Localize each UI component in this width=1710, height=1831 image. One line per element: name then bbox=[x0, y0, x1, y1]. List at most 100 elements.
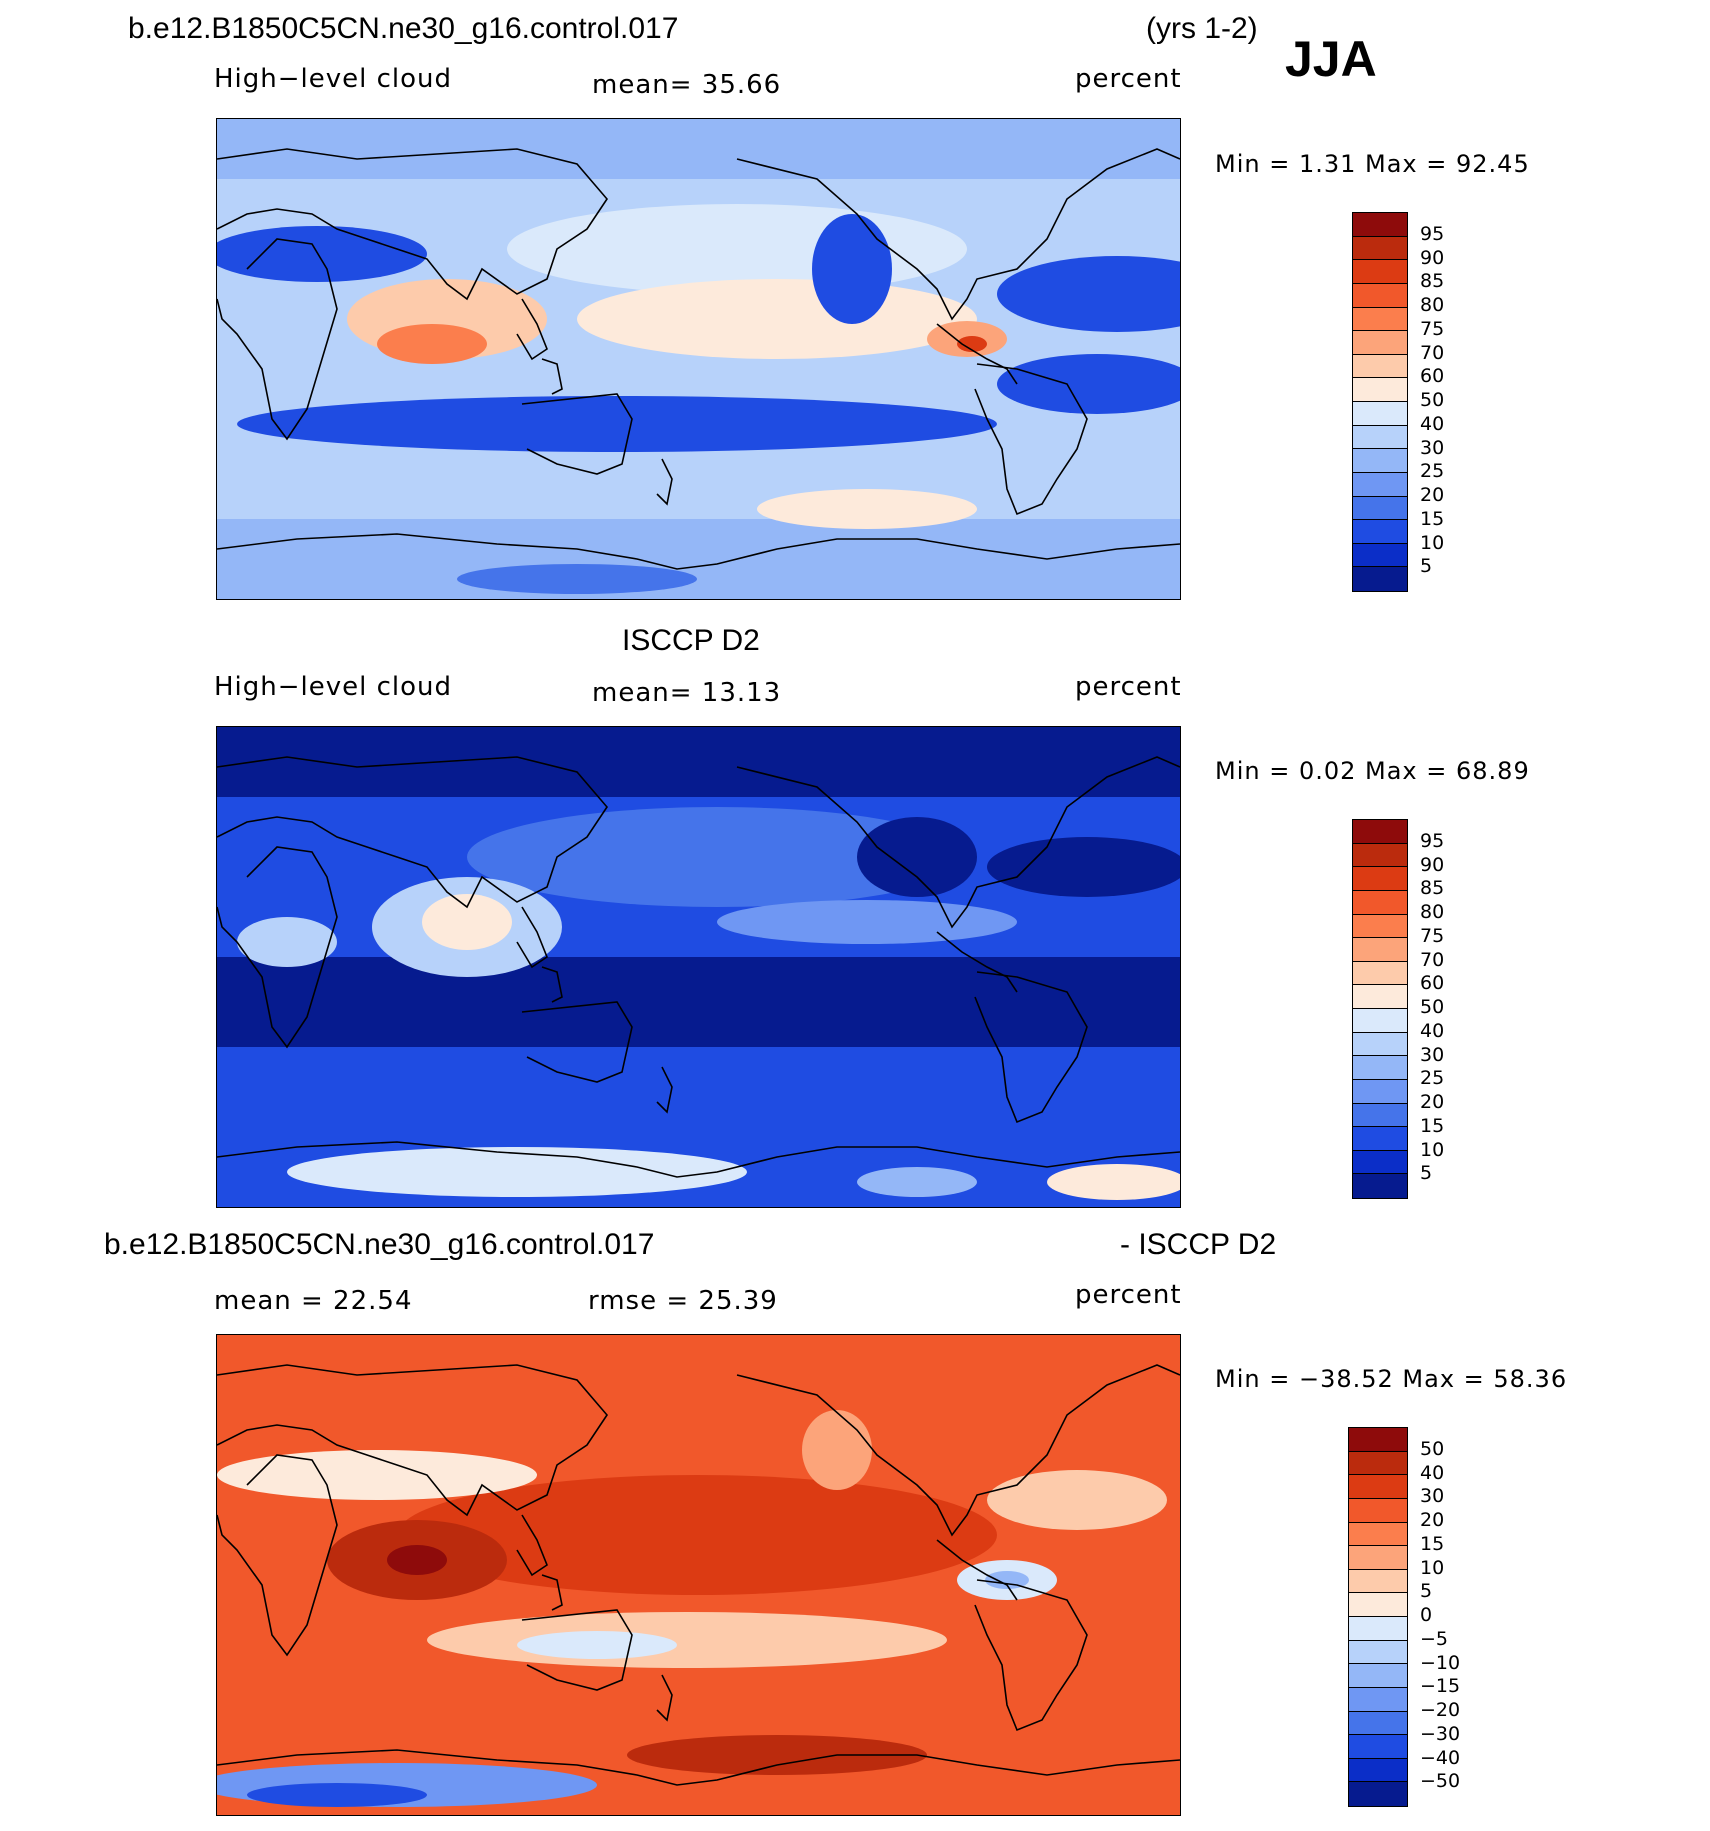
panel1-colorbar bbox=[1352, 212, 1408, 592]
coastline bbox=[541, 966, 563, 1003]
colorbar-tick-label: 50 bbox=[1420, 389, 1445, 411]
colorbar-tick-label: 40 bbox=[1420, 412, 1445, 435]
field-patch bbox=[237, 396, 997, 452]
colorbar-tick-label: 15 bbox=[1420, 1532, 1445, 1555]
colorbar-segment bbox=[1353, 914, 1407, 939]
coastline bbox=[521, 1609, 633, 1691]
panel2-minmax: Min = 0.02 Max = 68.89 bbox=[1215, 757, 1530, 785]
colorbar-tick-label: 40 bbox=[1420, 1019, 1445, 1042]
colorbar-segment bbox=[1353, 938, 1407, 962]
colorbar-segment bbox=[1353, 567, 1407, 591]
field-band bbox=[217, 519, 1180, 599]
field-patch bbox=[247, 1783, 427, 1807]
colorbar-tick-label: 85 bbox=[1420, 877, 1445, 900]
panel1-mean-label: mean= 35.66 bbox=[592, 70, 782, 100]
colorbar-segment bbox=[1353, 985, 1407, 1009]
colorbar-tick-label: 50 bbox=[1420, 1437, 1445, 1460]
coastlines bbox=[217, 1364, 1180, 1786]
colorbar-segment bbox=[1349, 1569, 1407, 1594]
field-patch bbox=[422, 894, 512, 950]
colorbar-tick-label: 30 bbox=[1420, 436, 1445, 459]
colorbar-segment bbox=[1353, 402, 1407, 426]
colorbar-segment bbox=[1349, 1522, 1407, 1547]
colorbar-tick-label: 50 bbox=[1420, 996, 1445, 1018]
colorbar-tick-label: 95 bbox=[1420, 829, 1445, 852]
colorbar-tick-label: 40 bbox=[1420, 1461, 1445, 1484]
coastlines bbox=[217, 148, 1180, 570]
colorbar-tick-label: 20 bbox=[1420, 484, 1445, 506]
panel3-rmse-label: rmse = 25.39 bbox=[588, 1286, 778, 1316]
panel2-map bbox=[216, 726, 1181, 1208]
colorbar-tick-label: 75 bbox=[1420, 317, 1445, 340]
colorbar-tick-label: 30 bbox=[1420, 1485, 1445, 1508]
panel1-variable-label: High−level cloud bbox=[214, 64, 453, 94]
colorbar-segment bbox=[1349, 1735, 1407, 1759]
field-patch bbox=[757, 489, 977, 529]
coastline bbox=[736, 148, 1180, 321]
field-patch bbox=[387, 1545, 447, 1575]
coastline bbox=[516, 906, 548, 969]
coastlines bbox=[217, 756, 1180, 1178]
colorbar-tick-label: 85 bbox=[1420, 270, 1445, 293]
field-patch bbox=[957, 336, 987, 352]
coastline bbox=[656, 458, 673, 506]
colorbar-tick-label: 25 bbox=[1420, 1067, 1445, 1090]
colorbar-tick-label: 0 bbox=[1420, 1604, 1433, 1626]
colorbar-segment bbox=[1353, 1150, 1407, 1175]
field-patch bbox=[577, 279, 977, 359]
colorbar-tick-label: −40 bbox=[1420, 1746, 1461, 1769]
colorbar-segment bbox=[1349, 1546, 1407, 1570]
colorbar-segment bbox=[1353, 867, 1407, 891]
coastline bbox=[521, 1001, 633, 1083]
field-patch bbox=[1047, 1164, 1180, 1200]
panel2-mean-label: mean= 13.13 bbox=[592, 678, 782, 708]
colorbar-segment bbox=[1353, 213, 1407, 237]
coastline bbox=[521, 393, 633, 475]
colorbar-segment bbox=[1349, 1617, 1407, 1641]
colorbar-tick-label: 70 bbox=[1420, 341, 1445, 364]
field-band bbox=[217, 727, 1180, 797]
field-patch bbox=[217, 226, 427, 282]
coastline bbox=[974, 1579, 1088, 1732]
coastline bbox=[541, 358, 563, 395]
colorbar-tick-label: −50 bbox=[1420, 1770, 1461, 1793]
colorbar-segment bbox=[1353, 820, 1407, 844]
coastline bbox=[217, 148, 609, 301]
colorbar-segment bbox=[1353, 961, 1407, 986]
coastline bbox=[217, 1141, 1180, 1178]
colorbar-tick-label: 80 bbox=[1420, 901, 1445, 923]
field-band bbox=[217, 119, 1180, 179]
colorbar-tick-label: 95 bbox=[1420, 222, 1445, 245]
colorbar-segment bbox=[1353, 1079, 1407, 1104]
panel2-variable-label: High−level cloud bbox=[214, 672, 453, 702]
colorbar-segment bbox=[1353, 496, 1407, 521]
colorbar-tick-label: 15 bbox=[1420, 1114, 1445, 1137]
panel3-map bbox=[216, 1334, 1181, 1816]
coastline bbox=[217, 1454, 338, 1657]
colorbar-tick-label: 5 bbox=[1420, 1580, 1433, 1603]
colorbar-tick-label: −5 bbox=[1420, 1627, 1449, 1650]
field-patch bbox=[287, 1147, 747, 1197]
colorbar-segment bbox=[1349, 1782, 1407, 1806]
field-patch bbox=[217, 1450, 537, 1500]
colorbar-segment bbox=[1353, 354, 1407, 379]
field-patch bbox=[997, 256, 1180, 332]
years-label: (yrs 1-2) bbox=[1146, 12, 1258, 45]
coastline bbox=[217, 533, 1180, 570]
colorbar-tick-label: 15 bbox=[1420, 507, 1445, 530]
colorbar-segment bbox=[1353, 378, 1407, 402]
colorbar-tick-label: 80 bbox=[1420, 294, 1445, 316]
panel3-colorbar bbox=[1348, 1427, 1408, 1807]
panel1-minmax: Min = 1.31 Max = 92.45 bbox=[1215, 150, 1530, 178]
colorbar-tick-label: 10 bbox=[1420, 1138, 1445, 1161]
colorbar-segment bbox=[1349, 1593, 1407, 1617]
field-patch bbox=[987, 1470, 1167, 1530]
colorbar-tick-label: 5 bbox=[1420, 1162, 1433, 1185]
colorbar-segment bbox=[1353, 1103, 1407, 1128]
panel3-mean-label: mean = 22.54 bbox=[214, 1286, 413, 1316]
field-band bbox=[217, 957, 1180, 1047]
coastline bbox=[217, 1749, 1180, 1786]
colorbar-tick-label: 60 bbox=[1420, 972, 1445, 995]
field-patch bbox=[802, 1410, 872, 1490]
field-patch bbox=[427, 1612, 947, 1668]
